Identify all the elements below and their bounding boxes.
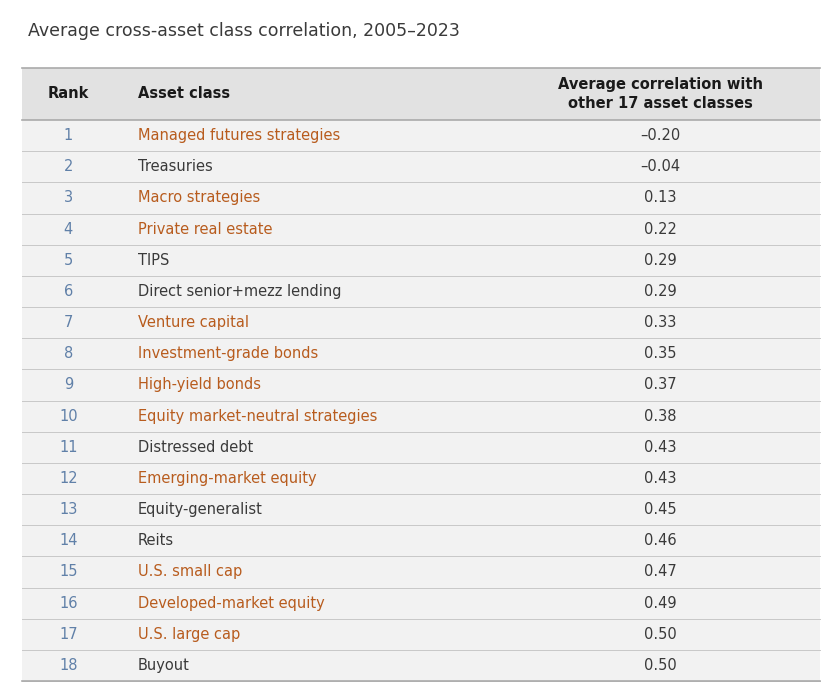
Text: 14: 14 <box>59 533 78 548</box>
Text: 7: 7 <box>64 315 73 330</box>
Text: Macro strategies: Macro strategies <box>137 190 260 206</box>
Text: –0.04: –0.04 <box>640 159 680 174</box>
Text: Investment-grade bonds: Investment-grade bonds <box>137 346 318 361</box>
Text: 2: 2 <box>64 159 73 174</box>
Text: Private real estate: Private real estate <box>137 222 272 236</box>
Text: 10: 10 <box>59 409 78 423</box>
Text: 16: 16 <box>59 596 78 611</box>
Text: other 17 asset classes: other 17 asset classes <box>568 95 753 111</box>
Text: 0.45: 0.45 <box>644 502 677 517</box>
Text: 0.50: 0.50 <box>644 627 677 641</box>
Text: 0.35: 0.35 <box>644 346 676 361</box>
Text: Managed futures strategies: Managed futures strategies <box>137 128 340 143</box>
Text: 11: 11 <box>59 440 78 455</box>
Text: Rank: Rank <box>48 86 89 101</box>
Text: 0.22: 0.22 <box>644 222 677 236</box>
Text: 4: 4 <box>64 222 73 236</box>
Text: 0.46: 0.46 <box>644 533 677 548</box>
Text: Average cross-asset class correlation, 2005–2023: Average cross-asset class correlation, 2… <box>28 22 460 40</box>
Text: 5: 5 <box>64 253 73 268</box>
Text: Equity-generalist: Equity-generalist <box>137 502 262 517</box>
Text: Equity market-neutral strategies: Equity market-neutral strategies <box>137 409 377 423</box>
Text: Average correlation with: Average correlation with <box>558 78 763 92</box>
Text: 0.47: 0.47 <box>644 564 677 580</box>
Text: Venture capital: Venture capital <box>137 315 249 330</box>
Text: –0.20: –0.20 <box>640 128 680 143</box>
Text: 0.38: 0.38 <box>644 409 676 423</box>
Text: 0.29: 0.29 <box>644 253 677 268</box>
Text: Reits: Reits <box>137 533 173 548</box>
Text: 17: 17 <box>59 627 78 641</box>
Text: U.S. small cap: U.S. small cap <box>137 564 242 580</box>
Text: 0.37: 0.37 <box>644 377 677 393</box>
Text: 1: 1 <box>64 128 73 143</box>
Text: Direct senior+mezz lending: Direct senior+mezz lending <box>137 284 341 299</box>
Text: 18: 18 <box>59 658 78 673</box>
Bar <box>22 120 820 681</box>
Text: Emerging-market equity: Emerging-market equity <box>137 471 316 486</box>
Text: 0.29: 0.29 <box>644 284 677 299</box>
Text: 0.49: 0.49 <box>644 596 677 611</box>
Text: U.S. large cap: U.S. large cap <box>137 627 240 641</box>
Text: 0.43: 0.43 <box>644 471 676 486</box>
Text: Distressed debt: Distressed debt <box>137 440 253 455</box>
Text: 12: 12 <box>59 471 78 486</box>
Text: High-yield bonds: High-yield bonds <box>137 377 261 393</box>
Bar <box>22 68 820 120</box>
Text: Buyout: Buyout <box>137 658 189 673</box>
Text: 0.13: 0.13 <box>644 190 676 206</box>
Text: 15: 15 <box>59 564 78 580</box>
Text: 3: 3 <box>64 190 73 206</box>
Text: Developed-market equity: Developed-market equity <box>137 596 324 611</box>
Text: 9: 9 <box>64 377 73 393</box>
Text: 0.50: 0.50 <box>644 658 677 673</box>
Text: TIPS: TIPS <box>137 253 169 268</box>
Text: 0.33: 0.33 <box>644 315 676 330</box>
Text: Asset class: Asset class <box>137 86 230 101</box>
Text: 13: 13 <box>59 502 77 517</box>
Text: Treasuries: Treasuries <box>137 159 213 174</box>
Text: 0.43: 0.43 <box>644 440 676 455</box>
Text: 8: 8 <box>64 346 73 361</box>
Text: 6: 6 <box>64 284 73 299</box>
